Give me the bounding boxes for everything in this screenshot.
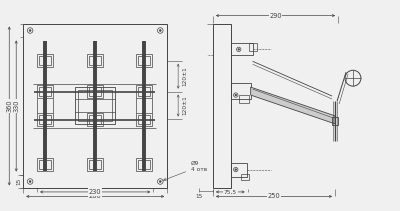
Bar	[136, 113, 152, 126]
Bar	[37, 158, 53, 170]
Bar	[138, 87, 150, 96]
Bar	[249, 43, 257, 51]
Text: 15: 15	[195, 194, 203, 199]
Bar	[75, 87, 114, 124]
Bar	[138, 56, 150, 65]
Bar	[89, 115, 101, 124]
Text: 120±1: 120±1	[182, 96, 188, 115]
Bar	[39, 160, 51, 169]
Text: 290: 290	[269, 13, 282, 19]
Bar	[239, 95, 249, 103]
Text: 75,5: 75,5	[224, 189, 237, 194]
Text: 330: 330	[13, 100, 19, 112]
Text: 260: 260	[89, 193, 102, 199]
Bar	[87, 158, 103, 170]
Text: 15: 15	[16, 178, 21, 185]
Bar	[39, 115, 51, 124]
Polygon shape	[251, 87, 335, 124]
Circle shape	[29, 30, 31, 31]
Circle shape	[238, 49, 240, 50]
Bar	[37, 85, 53, 98]
Bar	[37, 54, 53, 67]
Bar	[136, 158, 152, 170]
Bar	[241, 174, 249, 180]
Bar	[231, 163, 247, 177]
Bar	[89, 87, 101, 96]
Bar	[87, 113, 103, 126]
Bar	[78, 90, 112, 121]
Circle shape	[29, 181, 31, 182]
Bar	[136, 54, 152, 67]
Circle shape	[160, 30, 161, 31]
Bar	[87, 85, 103, 98]
Bar	[138, 160, 150, 169]
Circle shape	[235, 169, 236, 170]
Bar	[39, 87, 51, 96]
Bar	[87, 54, 103, 67]
Bar	[231, 43, 253, 55]
Bar	[231, 83, 251, 99]
Bar	[39, 56, 51, 65]
Circle shape	[235, 94, 236, 96]
Text: 250: 250	[268, 193, 280, 199]
Bar	[136, 85, 152, 98]
Bar	[138, 115, 150, 124]
Text: 120±1: 120±1	[182, 66, 188, 86]
Circle shape	[160, 181, 161, 182]
Bar	[332, 117, 338, 125]
Text: 230: 230	[89, 189, 102, 195]
Text: Ø9
4 отв: Ø9 4 отв	[164, 161, 207, 181]
Bar	[213, 24, 231, 188]
Bar	[23, 24, 167, 188]
Bar	[37, 113, 53, 126]
Bar	[89, 56, 101, 65]
Text: 360: 360	[6, 100, 12, 112]
Bar	[89, 160, 101, 169]
